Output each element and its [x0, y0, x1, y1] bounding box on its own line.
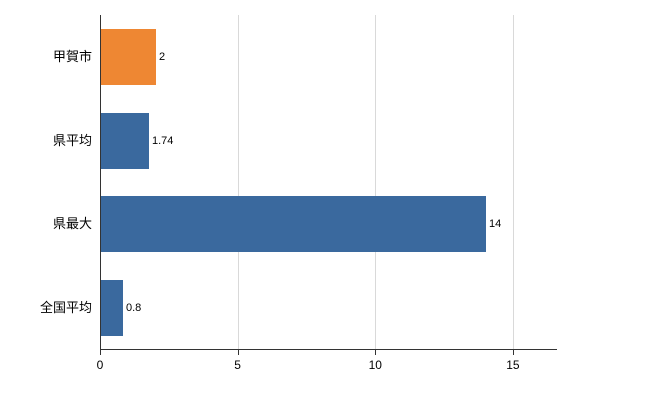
x-axis-tick — [512, 350, 514, 355]
category-label: 県最大 — [52, 216, 92, 231]
x-axis-tick-label: 0 — [96, 358, 104, 372]
x-axis-tick — [237, 350, 239, 355]
x-axis-tick — [100, 350, 101, 355]
bar — [101, 196, 486, 252]
plot-area: 2 1.74 14 0.8 — [100, 15, 557, 350]
category-label: 県平均 — [52, 133, 92, 148]
y-axis-line — [100, 15, 101, 350]
bar — [101, 113, 149, 169]
value-label: 2 — [159, 51, 166, 63]
x-axis-tick-label: 5 — [234, 358, 241, 372]
gridline — [375, 15, 377, 350]
x-axis-tick-label: 15 — [506, 358, 520, 372]
x-axis-line — [100, 349, 557, 350]
category-label: 全国平均 — [39, 300, 92, 315]
bar — [101, 280, 123, 336]
bar — [101, 29, 156, 85]
gridline — [512, 15, 514, 350]
x-axis-tick-label: 10 — [368, 358, 382, 372]
value-label: 1.74 — [152, 135, 174, 147]
gridline — [237, 15, 239, 350]
x-axis-tick — [375, 350, 377, 355]
category-label: 甲賀市 — [52, 49, 92, 64]
value-label: 14 — [489, 218, 502, 230]
value-label: 0.8 — [126, 302, 142, 314]
